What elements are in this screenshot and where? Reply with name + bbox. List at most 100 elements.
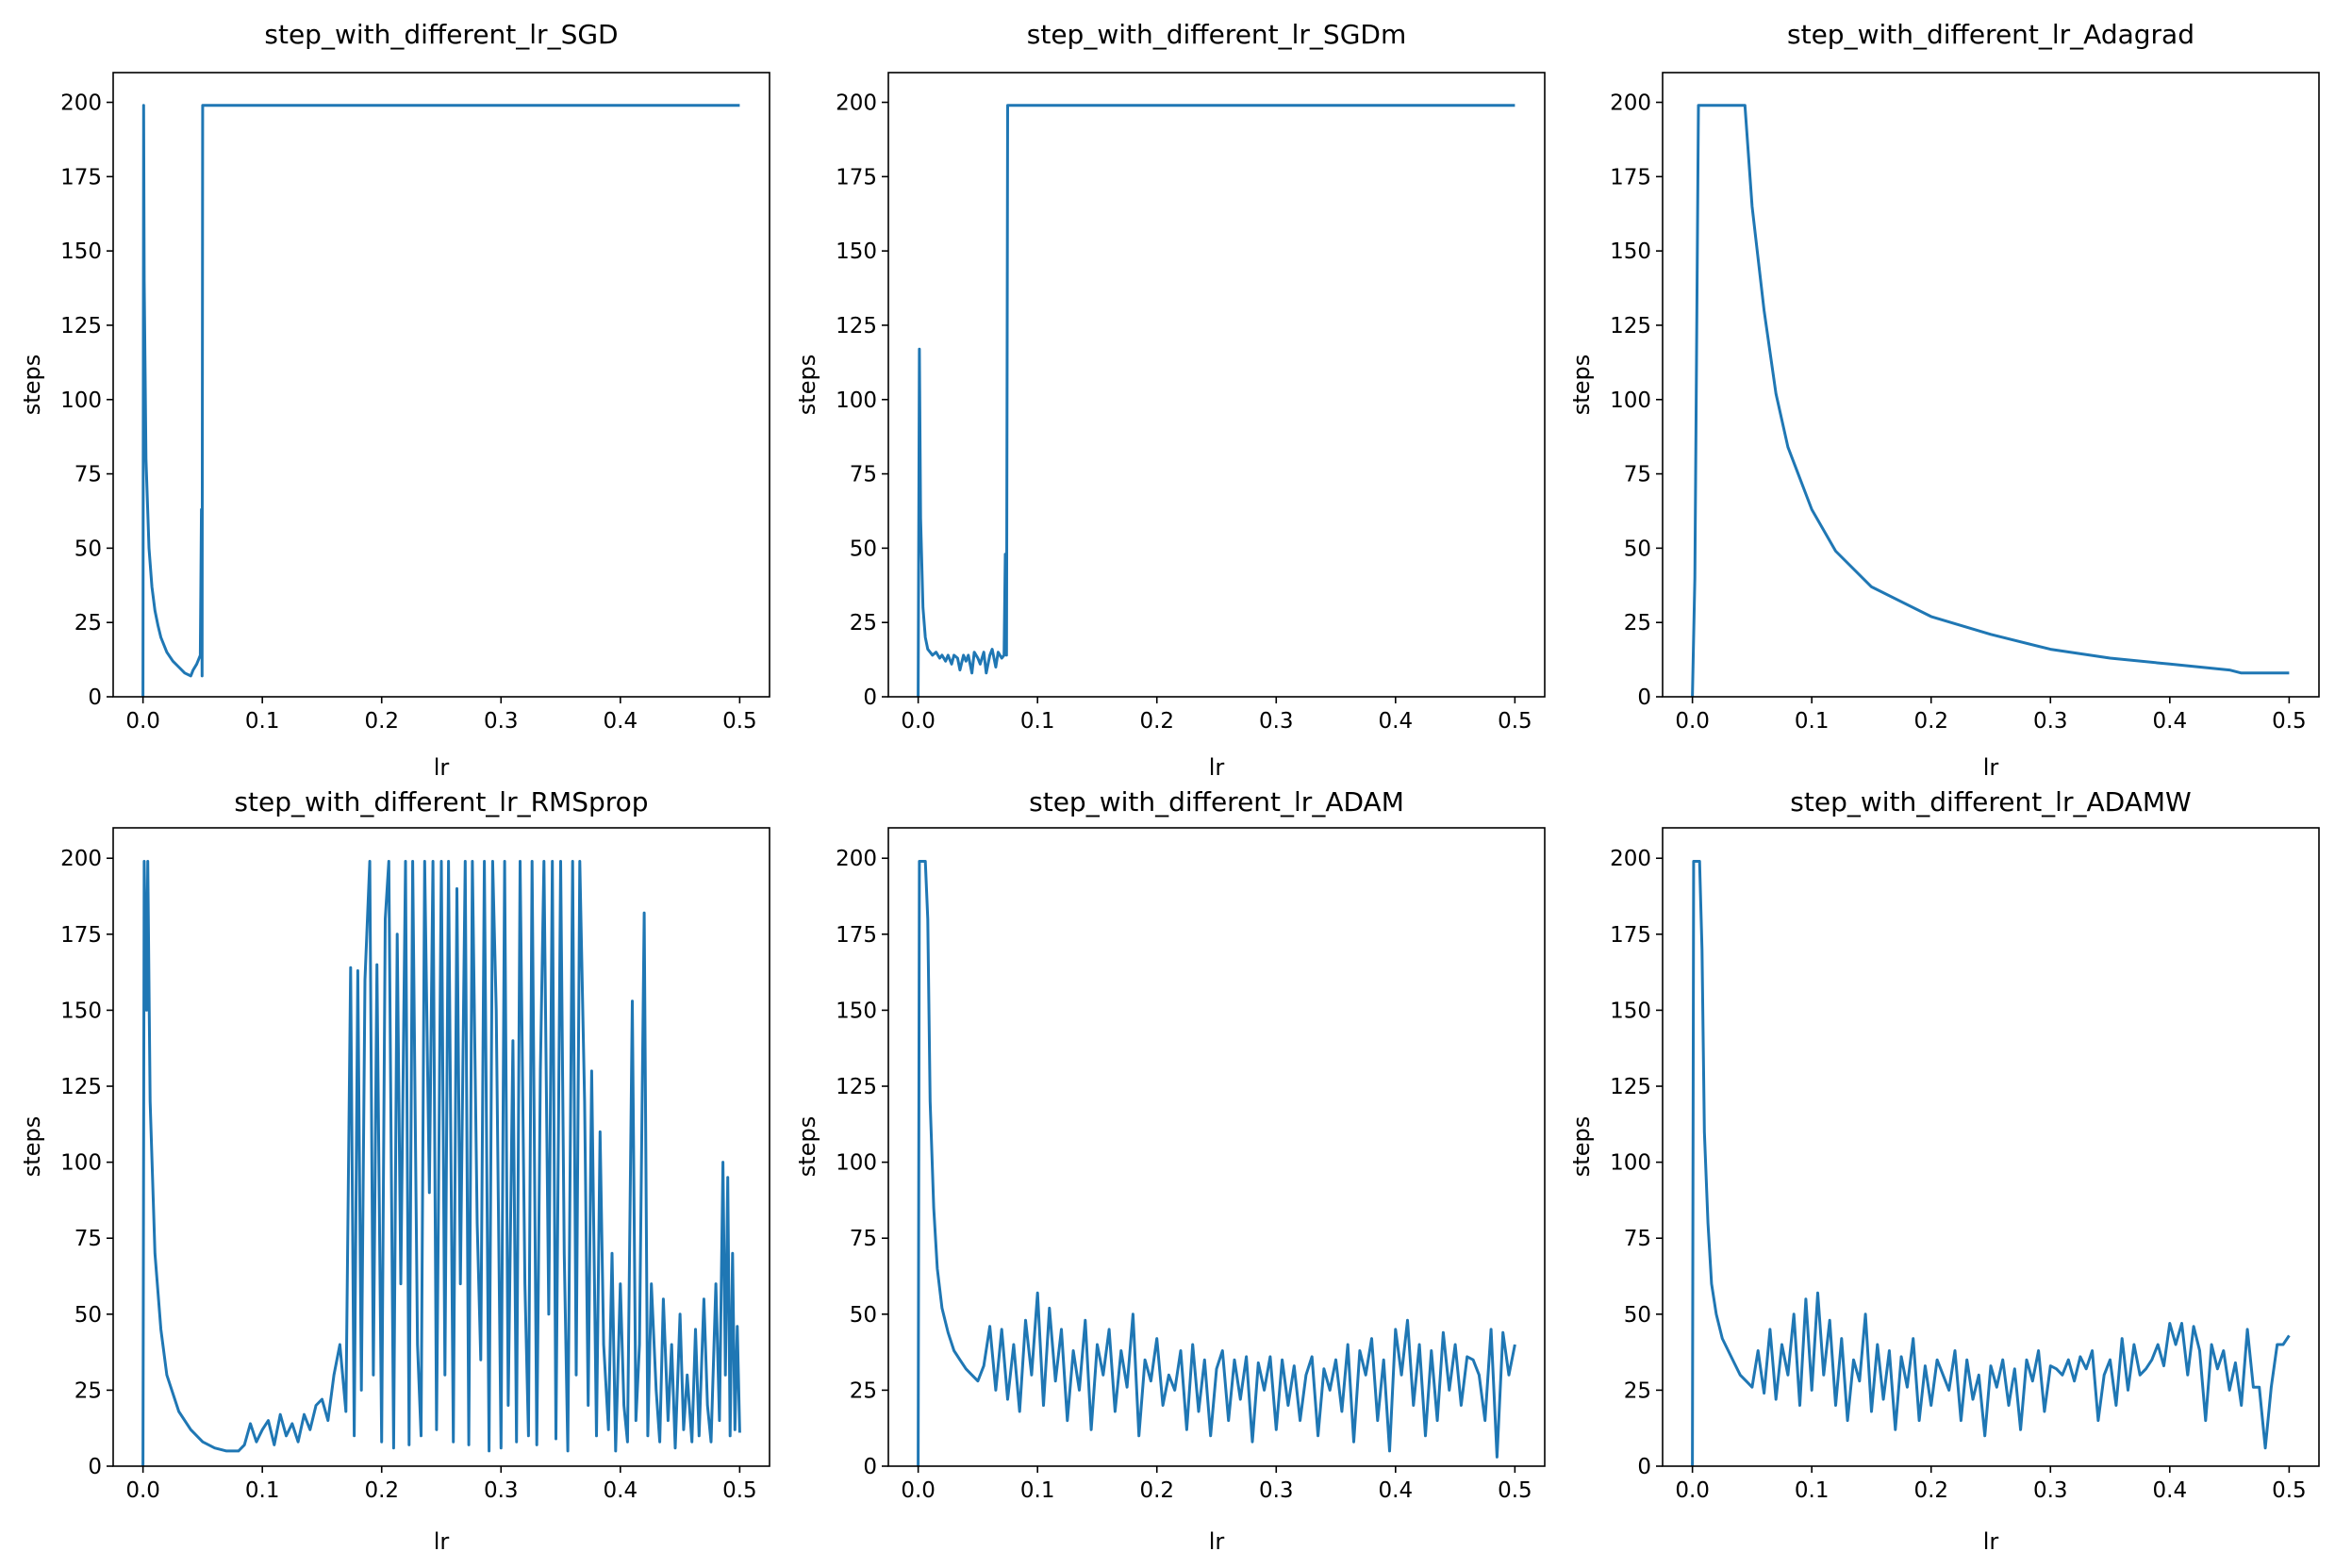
x-tick-label: 0.1: [1020, 1478, 1055, 1503]
x-axis-label: lr: [1983, 754, 1999, 781]
y-tick-label: 150: [1610, 239, 1651, 264]
subplot-title: step_with_different_lr_SGD: [264, 19, 618, 50]
x-tick-label: 0.2: [1139, 1478, 1174, 1503]
x-tick-label: 0.1: [1795, 1478, 1830, 1503]
x-tick-label: 0.4: [604, 1478, 638, 1503]
y-tick-label: 150: [60, 239, 102, 264]
y-tick-label: 50: [75, 536, 102, 561]
x-tick-label: 0.5: [2272, 1478, 2307, 1503]
series-line-0: [141, 860, 741, 1466]
x-tick-label: 0.0: [901, 1478, 936, 1503]
y-axis-label: steps: [1568, 1116, 1595, 1177]
x-tick-label: 0.2: [1913, 709, 1948, 734]
axes-frame: [112, 72, 770, 698]
x-tick-label: 0.5: [1498, 1478, 1532, 1503]
y-tick-label: 175: [836, 923, 877, 948]
y-tick-label: 0: [88, 685, 102, 710]
y-tick-label: 50: [75, 1303, 102, 1328]
y-tick-label: 200: [836, 91, 877, 116]
subplot-sgdm: step_with_different_lr_SGDm lr steps 0.0…: [794, 19, 1546, 781]
y-tick-label: 175: [1610, 165, 1651, 190]
y-tick-label: 25: [1624, 1378, 1651, 1403]
x-tick-label: 0.3: [484, 709, 519, 734]
series-line-0: [1691, 104, 2290, 697]
x-axis-label: lr: [434, 754, 450, 781]
series-line-0: [141, 104, 740, 697]
x-tick-label: 0.3: [2033, 1478, 2068, 1503]
y-axis-label: steps: [19, 1116, 45, 1177]
x-tick-label: 0.3: [2033, 709, 2068, 734]
x-tick-label: 0.5: [722, 1478, 757, 1503]
x-tick-label: 0.1: [245, 1478, 280, 1503]
x-axis-label: lr: [1209, 754, 1225, 781]
x-tick-label: 0.5: [2272, 709, 2307, 734]
y-tick-label: 175: [60, 165, 102, 190]
y-tick-label: 75: [1624, 463, 1651, 487]
series-line-0: [917, 860, 1516, 1466]
y-tick-label: 50: [850, 536, 877, 561]
x-tick-label: 0.4: [2153, 1478, 2188, 1503]
x-tick-label: 0.1: [1020, 709, 1055, 734]
y-tick-label: 0: [1637, 1455, 1651, 1479]
x-tick-label: 0.0: [125, 1478, 160, 1503]
y-tick-label: 75: [75, 1227, 102, 1251]
y-tick-label: 100: [836, 388, 877, 413]
subplot-title: step_with_different_lr_RMSprop: [234, 786, 648, 817]
axes-frame: [1662, 827, 2320, 1467]
y-tick-label: 125: [836, 1075, 877, 1099]
y-tick-label: 150: [836, 999, 877, 1023]
x-tick-label: 0.1: [245, 709, 280, 734]
y-tick-label: 50: [850, 1303, 877, 1328]
x-tick-label: 0.2: [1913, 1478, 1948, 1503]
axes-frame: [1662, 72, 2320, 698]
x-axis-label: lr: [1209, 1528, 1225, 1555]
x-axis-label: lr: [1983, 1528, 1999, 1555]
y-tick-label: 100: [1610, 388, 1651, 413]
x-tick-label: 0.3: [484, 1478, 519, 1503]
y-tick-label: 200: [60, 91, 102, 116]
x-tick-label: 0.0: [125, 709, 160, 734]
y-tick-label: 125: [60, 1075, 102, 1099]
y-tick-label: 200: [60, 847, 102, 871]
x-tick-label: 0.1: [1795, 709, 1830, 734]
y-axis-label: steps: [1568, 355, 1595, 415]
y-tick-label: 100: [60, 388, 102, 413]
series-line-0: [917, 104, 1515, 697]
y-tick-label: 50: [1624, 536, 1651, 561]
y-tick-label: 200: [1610, 91, 1651, 116]
subplot-adamw: step_with_different_lr_ADAMW lr steps 0.…: [1568, 786, 2320, 1555]
y-tick-label: 25: [75, 611, 102, 635]
subplot-rmsprop: step_with_different_lr_RMSprop lr steps …: [19, 786, 770, 1555]
y-axis-label: steps: [19, 355, 45, 415]
y-tick-label: 100: [1610, 1151, 1651, 1176]
y-tick-label: 125: [836, 314, 877, 338]
y-tick-label: 0: [863, 1455, 877, 1479]
y-tick-label: 75: [850, 1227, 877, 1251]
y-tick-label: 125: [1610, 314, 1651, 338]
subplot-sgd: step_with_different_lr_SGD lr steps 0.0 0…: [19, 19, 770, 781]
subplot-title: step_with_different_lr_ADAMW: [1790, 786, 2191, 817]
x-tick-label: 0.4: [2153, 709, 2188, 734]
y-tick-label: 25: [850, 611, 877, 635]
x-tick-label: 0.4: [604, 709, 638, 734]
subplot-title: step_with_different_lr_SGDm: [1027, 19, 1407, 50]
y-tick-label: 75: [1624, 1227, 1651, 1251]
y-tick-label: 125: [60, 314, 102, 338]
x-axis-label: lr: [434, 1528, 450, 1555]
y-tick-label: 150: [836, 239, 877, 264]
x-tick-label: 0.0: [901, 709, 936, 734]
x-tick-label: 0.4: [1379, 1478, 1414, 1503]
x-tick-label: 0.2: [364, 1478, 399, 1503]
y-tick-label: 75: [75, 463, 102, 487]
y-tick-label: 75: [850, 463, 877, 487]
y-axis-label: steps: [794, 1116, 820, 1177]
y-tick-label: 175: [1610, 923, 1651, 948]
y-tick-label: 175: [60, 923, 102, 948]
subplot-adam: step_with_different_lr_ADAM lr steps 0.0…: [794, 786, 1546, 1555]
y-tick-label: 100: [836, 1151, 877, 1176]
x-tick-label: 0.5: [722, 709, 757, 734]
y-tick-label: 25: [75, 1378, 102, 1403]
y-tick-label: 25: [850, 1378, 877, 1403]
